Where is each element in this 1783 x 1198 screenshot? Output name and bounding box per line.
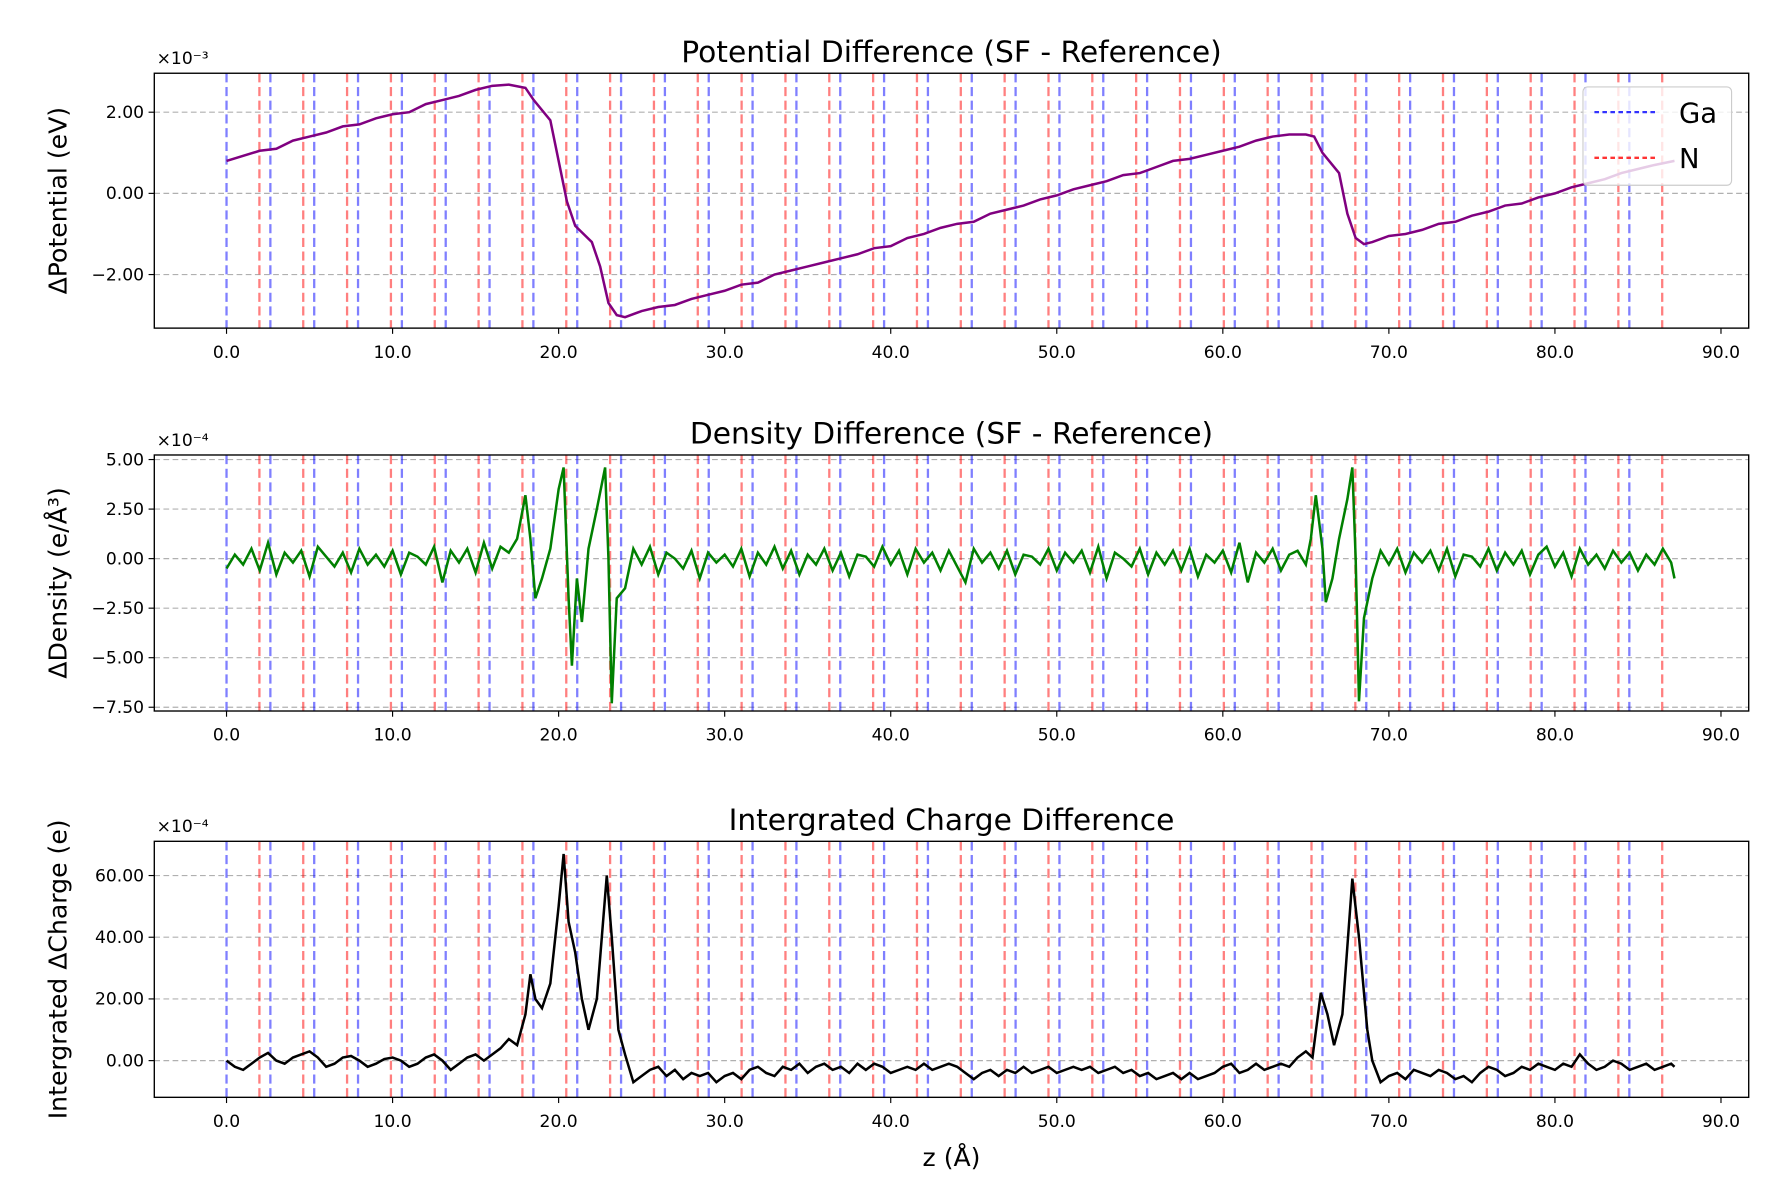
y-tick-label: 0.00 bbox=[106, 184, 144, 204]
y-tick-label: −7.50 bbox=[92, 698, 144, 718]
x-tick-label: 40.0 bbox=[872, 1112, 910, 1132]
x-tick-label: 10.0 bbox=[374, 1112, 412, 1132]
x-tick-label: 0.0 bbox=[213, 1112, 240, 1132]
y-tick-label: 40.00 bbox=[95, 928, 144, 948]
x-tick-label: 20.0 bbox=[540, 726, 578, 746]
y-tick-label: 2.00 bbox=[106, 103, 144, 123]
x-tick-label: 90.0 bbox=[1702, 726, 1740, 746]
x-tick-label: 10.0 bbox=[374, 343, 412, 363]
y-tick-label: −2.50 bbox=[92, 599, 144, 619]
y-tick-label: −5.00 bbox=[92, 648, 144, 668]
y-tick-label: 2.50 bbox=[106, 500, 144, 520]
chart-title: Intergrated Charge Difference bbox=[729, 803, 1175, 838]
y-axis-label: Intergrated ΔCharge (e) bbox=[43, 819, 72, 1119]
y-tick-label: 0.00 bbox=[106, 1051, 144, 1071]
data-line bbox=[226, 83, 1675, 319]
y-offset-label: ×10⁻³ bbox=[157, 49, 209, 69]
x-tick-label: 70.0 bbox=[1370, 343, 1408, 363]
y-axis-label: ΔDensity (e/Å³) bbox=[43, 487, 72, 678]
x-tick-label: 80.0 bbox=[1536, 343, 1574, 363]
x-tick-label: 60.0 bbox=[1204, 1112, 1242, 1132]
x-tick-label: 20.0 bbox=[540, 1112, 578, 1132]
x-tick-label: 20.0 bbox=[540, 343, 578, 363]
x-tick-label: 30.0 bbox=[706, 1112, 744, 1132]
axes-frame bbox=[153, 454, 1750, 712]
legend-label: N bbox=[1679, 144, 1700, 175]
x-tick-label: 60.0 bbox=[1204, 343, 1242, 363]
y-offset-label: ×10⁻⁴ bbox=[157, 431, 209, 451]
chart-title: Potential Difference (SF - Reference) bbox=[681, 35, 1221, 70]
x-tick-label: 60.0 bbox=[1204, 726, 1242, 746]
x-tick-label: 80.0 bbox=[1536, 1112, 1574, 1132]
x-tick-label: 10.0 bbox=[374, 726, 412, 746]
axes-frame bbox=[153, 840, 1750, 1099]
subplot: −7.50 −5.00 −2.50 0.00 2.50 5.00 0.0 10.0 20.0 30… bbox=[43, 417, 1750, 746]
x-tick-label: 0.0 bbox=[213, 343, 240, 363]
x-tick-label: 90.0 bbox=[1702, 343, 1740, 363]
y-tick-label: −2.00 bbox=[92, 265, 144, 285]
x-tick-label: 70.0 bbox=[1370, 726, 1408, 746]
y-tick-label: 5.00 bbox=[106, 450, 144, 470]
x-tick-label: 70.0 bbox=[1370, 1112, 1408, 1132]
x-tick-label: 80.0 bbox=[1536, 726, 1574, 746]
x-tick-label: 30.0 bbox=[706, 343, 744, 363]
chart-title: Density Difference (SF - Reference) bbox=[690, 417, 1213, 452]
y-axis-label: ΔPotential (eV) bbox=[43, 107, 72, 294]
axes-frame bbox=[153, 72, 1750, 329]
x-axis-label: z (Å) bbox=[923, 1143, 981, 1172]
y-offset-label: ×10⁻⁴ bbox=[157, 817, 209, 837]
y-tick-label: 60.00 bbox=[95, 866, 144, 886]
x-tick-label: 50.0 bbox=[1038, 1112, 1076, 1132]
y-tick-label: 20.00 bbox=[95, 990, 144, 1010]
y-tick-label: 0.00 bbox=[106, 549, 144, 569]
x-tick-label: 40.0 bbox=[872, 343, 910, 363]
data-line bbox=[225, 853, 1676, 1085]
x-tick-label: 40.0 bbox=[872, 726, 910, 746]
x-tick-label: 0.0 bbox=[213, 726, 240, 746]
x-tick-label: 30.0 bbox=[706, 726, 744, 746]
x-tick-label: 90.0 bbox=[1702, 1112, 1740, 1132]
data-line bbox=[225, 467, 1676, 704]
subplot: −2.00 0.00 2.00 0.0 10.0 20.0 30.0 40.0 50.0 60.0… bbox=[43, 35, 1750, 363]
subplot: 0.00 20.00 40.00 60.00 0.0 10.0 20.0 30.0 40.0 50… bbox=[43, 803, 1750, 1172]
x-tick-label: 50.0 bbox=[1038, 726, 1076, 746]
legend-label: Ga bbox=[1679, 98, 1717, 129]
x-tick-label: 50.0 bbox=[1038, 343, 1076, 363]
